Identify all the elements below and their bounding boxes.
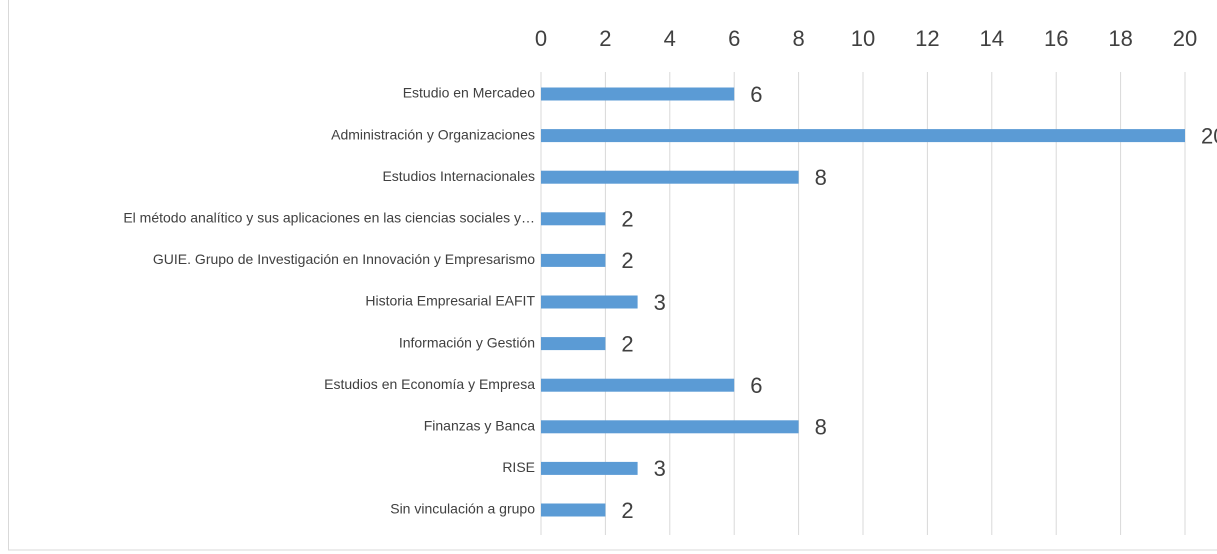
bar [541,337,606,351]
bar [541,170,799,184]
value-label: 2 [621,207,633,232]
value-label: 3 [654,456,666,481]
x-tick-label: 10 [851,26,875,51]
x-tick-label: 12 [915,26,939,51]
bar [541,212,606,226]
bar [541,253,606,267]
category-label: Estudio en Mercadeo [403,85,536,101]
bar [541,378,735,392]
category-label: Finanzas y Banca [424,418,535,434]
category-label: Historia Empresarial EAFIT [365,293,535,309]
bar [541,87,735,101]
category-label: Estudios en Economía y Empresa [324,376,535,392]
x-tick-label: 20 [1173,26,1197,51]
x-tick-label: 2 [599,26,611,51]
x-tick-label: 16 [1044,26,1068,51]
value-label: 20 [1201,123,1217,148]
value-label: 6 [750,82,762,107]
category-label: Estudios Internacionales [382,168,535,184]
chart-border [8,0,1217,551]
bar [541,420,799,434]
x-tick-label: 0 [535,26,547,51]
bar [541,503,606,517]
category-label: RISE [502,459,535,475]
bar [541,461,638,475]
category-label: El método analítico y sus aplicaciones e… [123,210,535,226]
value-label: 2 [621,248,633,273]
x-tick-label: 8 [792,26,804,51]
bar [541,129,1185,143]
x-tick-label: 6 [728,26,740,51]
x-tick-label: 14 [980,26,1004,51]
category-label: Sin vinculación a grupo [390,501,535,517]
value-label: 3 [654,290,666,315]
x-tick-label: 18 [1108,26,1132,51]
value-label: 2 [621,331,633,356]
category-label: Administración y Organizaciones [331,126,535,142]
value-label: 2 [621,498,633,523]
value-label: 8 [815,415,827,440]
value-label: 6 [750,373,762,398]
category-label: Información y Gestión [399,334,535,350]
value-label: 8 [815,165,827,190]
bar [541,295,638,309]
x-tick-label: 4 [664,26,676,51]
category-label: GUIE. Grupo de Investigación en Innovaci… [153,251,535,267]
